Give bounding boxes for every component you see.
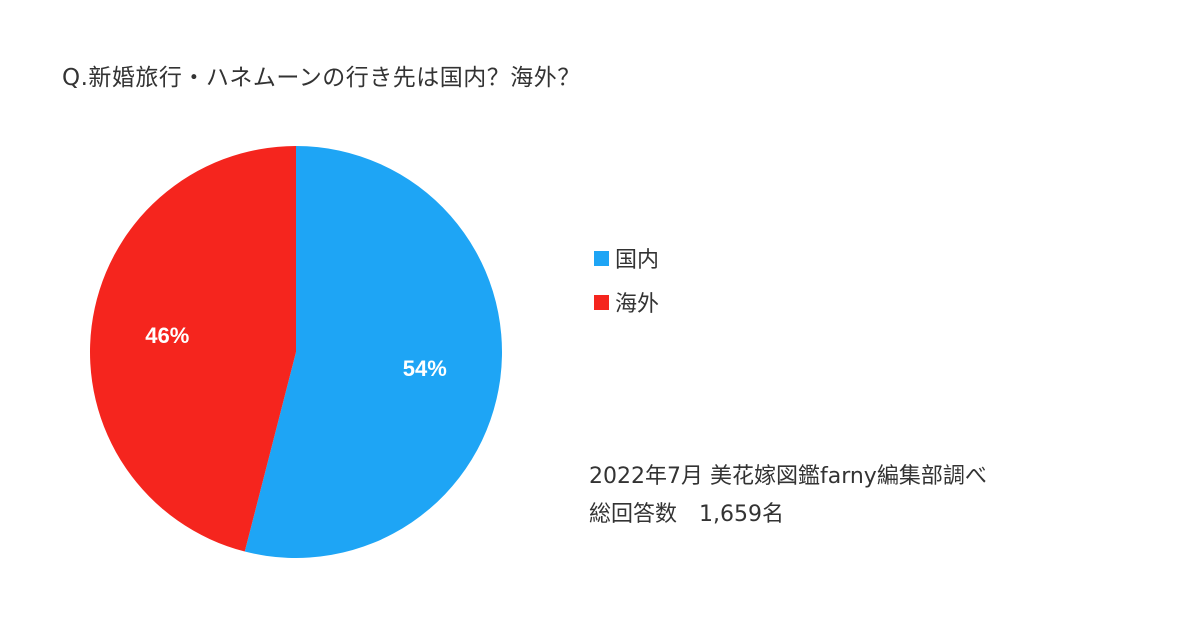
legend: 国内 海外 [594,236,659,324]
legend-item-overseas: 海外 [594,280,659,324]
chart-title: Q.新婚旅行・ハネムーンの行き先は国内？海外？ [62,65,581,91]
legend-label-domestic: 国内 [615,248,660,273]
legend-label-overseas: 海外 [615,292,660,317]
pie-chart: 54% 46% [89,146,502,558]
survey-note: 2022年7月 美花嫁図鑑farny編集部調べ 総回答数 1,659名 [589,458,987,534]
pie-slice-domestic [244,146,502,558]
legend-swatch-overseas [594,294,609,310]
legend-swatch-domestic [594,250,609,266]
pie-label-overseas: 46% [145,323,189,348]
survey-respondents: 総回答数 1,659名 [589,502,784,527]
pie-slice-overseas [89,146,297,552]
pie-label-domestic: 54% [403,356,447,381]
survey-source: 2022年7月 美花嫁図鑑farny編集部調べ [589,464,987,489]
legend-item-domestic: 国内 [594,236,659,280]
